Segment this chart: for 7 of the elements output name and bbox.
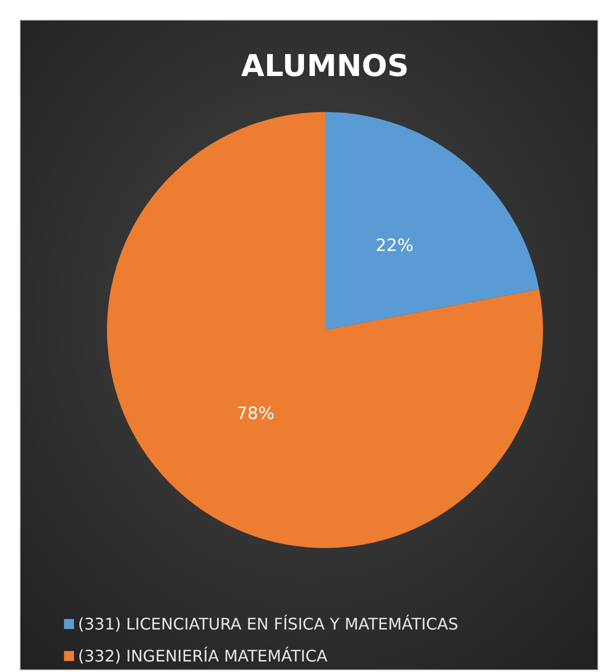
data-label: 22% (376, 236, 414, 256)
pie-slice (107, 112, 543, 548)
legend-label: (332) INGENIERÍA MATEMÁTICA (78, 646, 328, 666)
data-label: 78% (236, 404, 274, 424)
legend-label: (331) LICENCIATURA EN FÍSICA Y MATEMÁTICAS (78, 614, 458, 634)
pie-slice (325, 112, 540, 330)
chart-title: ALUMNOS (241, 49, 409, 84)
